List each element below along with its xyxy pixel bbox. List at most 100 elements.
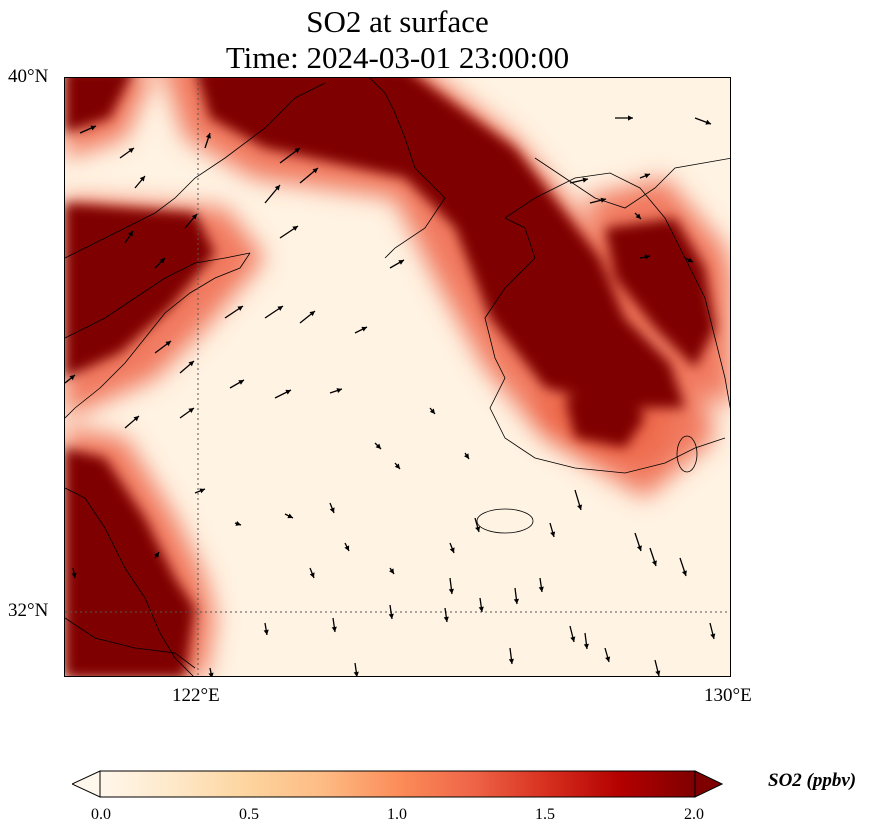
wind-arrow-head-54 (655, 670, 661, 676)
lat-label-40n: 40°N (8, 66, 49, 87)
wind-arrow-head-63 (644, 173, 650, 179)
wind-arrow-head-42 (636, 545, 642, 551)
so2-plume-core-2 (65, 448, 195, 676)
wind-arrow-head-0 (90, 125, 96, 131)
coastline-shandong-north (65, 252, 251, 339)
coastline-shandong-south (65, 252, 251, 419)
so2-plume-core-1 (65, 203, 215, 378)
coastline-liaodong (369, 78, 446, 259)
wind-arrow-head-43 (651, 560, 657, 566)
wind-arrow-head-8 (191, 214, 197, 220)
colorbar (72, 770, 723, 798)
jeju-island-outline (476, 508, 534, 534)
wind-arrow-head-34 (389, 568, 394, 574)
wind-arrow-head-28 (199, 488, 205, 494)
gridline-layer (65, 78, 730, 676)
colorbar-gradient (99, 770, 696, 798)
wind-arrow-head-55 (710, 633, 716, 639)
wind-arrow-head-4 (294, 148, 300, 154)
wind-arrow-head-7 (128, 231, 133, 237)
map-panel (64, 77, 731, 677)
wind-arrow-head-14 (309, 311, 315, 317)
wind-arrow-head-17 (188, 361, 194, 367)
colorbar-max-extension (694, 770, 723, 798)
wind-arrow-head-49 (263, 629, 269, 635)
colorbar-tick-0: 0.0 (91, 806, 111, 823)
wind-arrow-head-29 (235, 520, 241, 526)
coastline-korea-north-border (534, 157, 730, 209)
wind-arrow-head-10 (159, 258, 165, 264)
so2-plume-core-3 (605, 218, 715, 368)
wind-arrow-head-65 (687, 257, 693, 263)
wind-arrow-head-30 (287, 513, 293, 519)
wind-arrow-head-33 (309, 572, 315, 578)
wind-arrow-head-5 (312, 168, 318, 174)
colorbar-title: SO2 (ppbv) (768, 770, 857, 791)
wind-arrow-head-13 (277, 306, 283, 311)
so2-plume-core-0 (198, 78, 685, 408)
wind-arrow-head-40 (448, 588, 454, 594)
so2-plume-core-4 (565, 388, 645, 448)
wind-arrow-head-35 (449, 547, 455, 553)
wind-arrow-head-3 (205, 133, 211, 139)
colorbar-tick-0-5: 0.5 (239, 806, 259, 823)
so2-plume-core-5 (65, 78, 130, 133)
wind-arrow-head-31 (329, 507, 335, 513)
wind-arrow-head-62 (582, 177, 588, 183)
wind-arrow-head-37 (550, 531, 556, 537)
wind-arrow-head-19 (285, 389, 291, 395)
coastline-layer (65, 78, 730, 676)
wind-arrow-head-56 (353, 671, 359, 676)
wind-arrow-head-66 (600, 197, 606, 203)
wind-arrow-head-60 (628, 115, 633, 121)
wind-arrow-head-64 (644, 254, 650, 260)
wind-arrow-head-59 (154, 552, 159, 558)
coastline-jiangsu (65, 487, 194, 676)
lon-label-122e: 122°E (172, 685, 220, 706)
lon-label-130e: 130°E (704, 685, 752, 706)
wind-arrow-head-22 (188, 408, 194, 414)
wind-arrow-head-32 (344, 545, 350, 551)
wind-arrow-head-20 (336, 388, 342, 394)
wind-arrow-head-18 (238, 380, 244, 385)
wind-arrow-head-12 (237, 306, 243, 311)
so2-core-layer (65, 78, 715, 676)
wind-arrow-head-21 (133, 416, 139, 422)
coastline-korea-west (484, 217, 726, 474)
wind-arrow-head-1 (128, 148, 134, 154)
coastline-korea-east (504, 172, 730, 409)
wind-arrow-head-27 (464, 453, 469, 459)
wind-arrow-head-48 (331, 626, 337, 632)
wind-arrow-head-38 (577, 504, 583, 510)
tsushima-island-outline (676, 435, 698, 473)
wind-arrow-head-24 (429, 408, 435, 414)
wind-arrow-head-11 (398, 260, 404, 265)
map-time-subtitle: Time: 2024-03-01 23:00:00 (225, 40, 570, 75)
wind-arrow-head-47 (478, 606, 484, 612)
wind-arrow-head-58 (71, 572, 77, 578)
coastline-bohai-north (65, 82, 326, 259)
wind-arrow-head-44 (681, 570, 687, 576)
wind-arrow-shaft-57 (209, 667, 213, 676)
wind-arrow-head-51 (583, 643, 589, 649)
wind-arrow-head-67 (635, 213, 641, 219)
wind-arrow-head-53 (508, 658, 514, 664)
wind-arrow-head-50 (605, 656, 611, 662)
wind-arrow-head-9 (292, 226, 298, 231)
wind-arrow-head-41 (538, 586, 544, 592)
lat-label-32n: 32°N (8, 600, 49, 621)
wind-arrow-head-15 (361, 326, 367, 332)
colorbar-tick-1-5: 1.5 (535, 806, 555, 823)
wind-arrow-head-16 (165, 341, 171, 347)
wind-vector-layer (65, 115, 716, 676)
wind-arrow-head-2 (139, 176, 145, 182)
wind-arrow-head-6 (274, 185, 280, 191)
wind-arrow-head-52 (570, 636, 576, 642)
wind-arrow-head-39 (513, 598, 519, 604)
wind-arrow-head-23 (69, 375, 75, 381)
wind-arrow-head-26 (394, 463, 400, 469)
wind-arrow-head-45 (388, 613, 394, 619)
so2-field-map (65, 78, 730, 676)
wind-arrow-head-57 (208, 672, 214, 676)
wind-arrow-head-36 (475, 526, 481, 532)
